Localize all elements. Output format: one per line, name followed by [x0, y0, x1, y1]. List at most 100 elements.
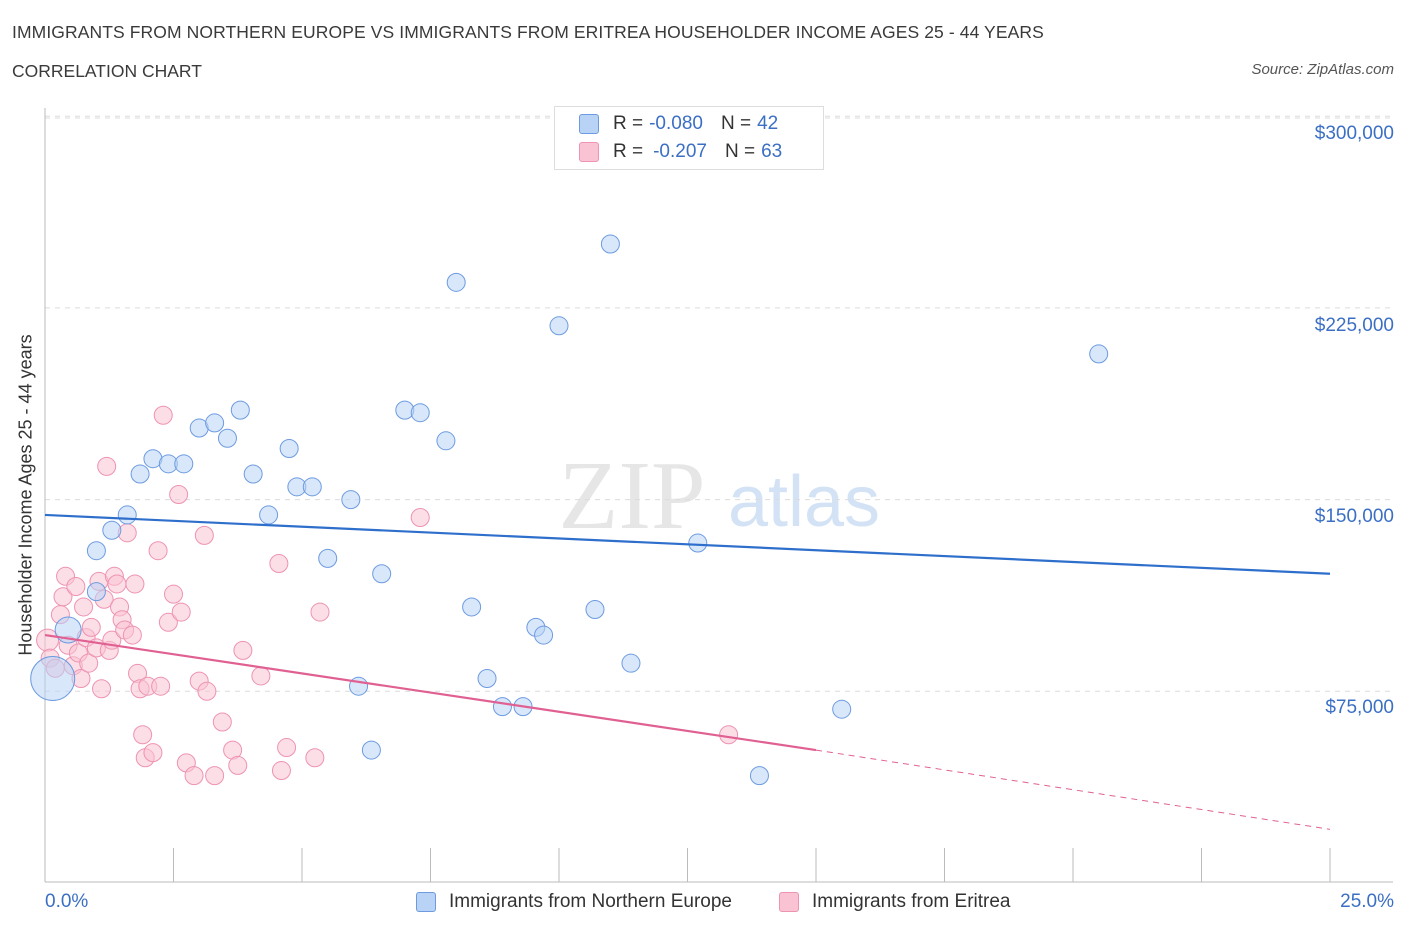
data-point [271, 761, 291, 781]
x-tick-label-max: 25.0% [1340, 891, 1394, 912]
data-point [102, 520, 122, 540]
data-point [549, 316, 569, 336]
data-point [251, 666, 271, 686]
data-point [310, 602, 330, 622]
data-point [30, 656, 76, 702]
n-value: 63 [761, 141, 783, 162]
data-point [86, 582, 106, 602]
data-point [477, 669, 497, 689]
n-label: N = [724, 141, 756, 162]
data-point [243, 464, 263, 484]
data-point [621, 653, 641, 673]
data-point [318, 548, 338, 568]
chart-subtitle: CORRELATION CHART [12, 61, 202, 81]
watermark-atlas: atlas [728, 462, 880, 542]
pink-swatch [779, 892, 799, 912]
data-point [151, 676, 171, 696]
data-point [169, 484, 189, 504]
eritrea-points [36, 405, 739, 786]
data-point [269, 554, 289, 573]
data-point [585, 600, 605, 620]
data-point [534, 625, 554, 645]
data-point [361, 740, 381, 760]
data-point [74, 597, 94, 617]
legend-item-eritrea[interactable]: Immigrants from Eritrea [779, 888, 1010, 916]
y-axis-title: Householder Income Ages 25 - 44 years [15, 334, 36, 656]
trendline-northern-europe [44, 513, 1331, 575]
data-point [53, 587, 73, 607]
data-point [341, 490, 361, 510]
legend-label: Immigrants from Northern Europe [449, 891, 732, 912]
data-point [600, 234, 620, 254]
x-tick-label-min: 0.0% [45, 891, 89, 912]
source-label: Source: ZipAtlas.com [1251, 61, 1394, 78]
data-point [259, 505, 279, 525]
data-point [171, 602, 191, 622]
northern-europe-points [30, 234, 1109, 786]
data-point [148, 541, 168, 561]
r-value: -0.207 [653, 141, 707, 162]
data-point [233, 640, 253, 660]
pink-swatch [579, 142, 599, 162]
stats-legend: R = -0.080 N = 42 R = -0.207 N = 63 [554, 106, 824, 170]
data-point [97, 456, 117, 476]
data-point [462, 597, 482, 617]
data-point [107, 574, 127, 594]
data-point [277, 738, 297, 758]
data-point [81, 617, 101, 637]
axes [44, 108, 1393, 883]
r-value: -0.080 [649, 113, 703, 134]
trendline-eritrea [44, 633, 817, 752]
data-point [372, 564, 392, 584]
r-label: R = [613, 113, 644, 134]
data-point [130, 464, 150, 484]
data-point [305, 748, 325, 768]
data-point [197, 681, 217, 701]
chart-title: IMMIGRANTS FROM NORTHERN EUROPE VS IMMIG… [12, 22, 1044, 42]
data-point [749, 766, 769, 786]
legend-item-northern-europe[interactable]: Immigrants from Northern Europe [416, 888, 732, 916]
data-point [133, 725, 153, 745]
data-point [217, 428, 237, 448]
data-point [228, 755, 248, 775]
n-value: 42 [757, 113, 779, 134]
stats-row-northern-europe: R = -0.080 N = 42 [579, 111, 778, 137]
data-point [410, 403, 430, 423]
data-point [212, 712, 232, 732]
watermark-zip: ZIP [559, 442, 706, 550]
y-tick-label-225000: $225,000 [1314, 315, 1394, 336]
data-point [79, 653, 99, 673]
trendline-eritrea [815, 749, 1331, 830]
data-point [122, 625, 142, 645]
legend-label: Immigrants from Eritrea [812, 891, 1011, 912]
data-point [436, 431, 456, 451]
data-point [205, 413, 225, 433]
trendlines [44, 513, 1331, 830]
r-label: R = [613, 141, 644, 162]
data-point [719, 725, 739, 745]
blue-swatch [416, 892, 436, 912]
data-point [194, 525, 214, 545]
data-point [1089, 344, 1109, 364]
data-point [230, 400, 250, 420]
data-point [492, 697, 512, 717]
watermark: ZIP atlas [559, 442, 881, 550]
stats-row-eritrea: R = -0.207 N = 63 [579, 139, 782, 165]
data-point [117, 505, 137, 525]
y-tick-label-300000: $300,000 [1314, 123, 1394, 144]
data-point [86, 541, 106, 561]
data-point [446, 272, 466, 292]
data-point [143, 743, 163, 763]
y-tick-label-150000: $150,000 [1314, 506, 1394, 527]
data-point [92, 679, 112, 699]
data-point [205, 766, 225, 786]
data-point [302, 477, 322, 497]
data-point [153, 405, 173, 425]
blue-swatch [579, 114, 599, 134]
data-point [174, 454, 194, 474]
data-point [125, 574, 145, 594]
data-point [688, 533, 708, 553]
data-point [66, 577, 86, 597]
data-point [832, 699, 852, 719]
